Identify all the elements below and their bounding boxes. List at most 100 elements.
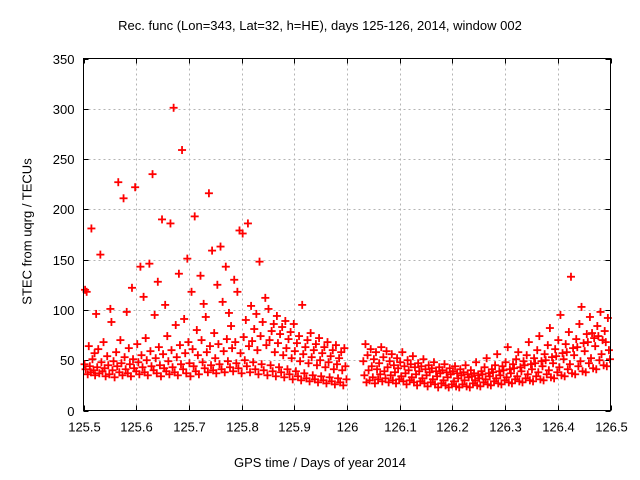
data-point bbox=[315, 334, 324, 343]
data-point bbox=[88, 355, 97, 364]
axis-ticks bbox=[83, 58, 612, 412]
data-point bbox=[176, 360, 185, 369]
data-point bbox=[81, 365, 90, 374]
data-point bbox=[143, 371, 152, 380]
data-point bbox=[512, 355, 521, 364]
data-point bbox=[93, 363, 102, 372]
data-point bbox=[197, 336, 206, 345]
data-point bbox=[210, 329, 219, 338]
data-point bbox=[277, 368, 286, 377]
data-point bbox=[161, 300, 170, 309]
y-axis-label: STEC from uqrg / TECUs bbox=[19, 158, 35, 305]
data-point bbox=[215, 360, 224, 369]
data-point bbox=[116, 336, 125, 345]
data-point bbox=[418, 374, 427, 383]
data-point bbox=[91, 371, 100, 380]
data-point bbox=[183, 254, 192, 263]
data-point bbox=[579, 339, 588, 348]
data-point bbox=[121, 365, 130, 374]
data-point bbox=[486, 381, 495, 390]
data-point bbox=[278, 323, 287, 332]
data-point bbox=[251, 365, 260, 374]
x-tick-label: 126.3 bbox=[489, 420, 522, 435]
data-point bbox=[120, 353, 129, 362]
data-point bbox=[263, 371, 272, 380]
data-point bbox=[408, 352, 417, 361]
data-point bbox=[242, 362, 251, 371]
data-point bbox=[604, 346, 613, 355]
data-point bbox=[501, 358, 510, 367]
data-point bbox=[537, 357, 546, 366]
data-point bbox=[342, 375, 351, 384]
data-point bbox=[292, 339, 301, 348]
data-point bbox=[138, 363, 147, 372]
data-point bbox=[105, 370, 114, 379]
data-point bbox=[573, 343, 582, 352]
data-point bbox=[406, 360, 415, 369]
data-point bbox=[136, 262, 145, 271]
data-point bbox=[535, 332, 544, 341]
data-point bbox=[369, 355, 378, 364]
data-point bbox=[280, 373, 289, 382]
data-point bbox=[283, 365, 292, 374]
data-point bbox=[154, 343, 163, 352]
data-point bbox=[519, 357, 528, 366]
data-point bbox=[364, 366, 373, 375]
y-tick-label: 250 bbox=[53, 152, 75, 167]
x-tick-label: 125.7 bbox=[173, 420, 206, 435]
data-point bbox=[565, 360, 574, 369]
data-point bbox=[552, 352, 561, 361]
data-point bbox=[320, 343, 329, 352]
data-point bbox=[255, 257, 264, 266]
data-point bbox=[291, 367, 300, 376]
data-point bbox=[544, 366, 553, 375]
data-point bbox=[543, 341, 552, 350]
data-point bbox=[311, 340, 320, 349]
data-point bbox=[329, 365, 338, 374]
data-point bbox=[478, 370, 487, 379]
data-point bbox=[321, 363, 330, 372]
data-point bbox=[97, 358, 106, 367]
data-point bbox=[141, 334, 150, 343]
data-point bbox=[534, 368, 543, 377]
data-point bbox=[222, 335, 231, 344]
data-point bbox=[423, 382, 432, 391]
data-point bbox=[124, 344, 133, 353]
y-tick-label: 0 bbox=[67, 404, 74, 419]
data-point bbox=[605, 355, 614, 364]
data-point bbox=[227, 322, 236, 331]
x-tick-label: 125.5 bbox=[68, 420, 101, 435]
data-point bbox=[590, 334, 599, 343]
data-point bbox=[211, 354, 220, 363]
y-tick-label: 150 bbox=[53, 253, 75, 268]
data-point bbox=[374, 375, 383, 384]
data-point bbox=[196, 271, 205, 280]
data-point bbox=[439, 376, 448, 385]
data-point bbox=[600, 327, 609, 336]
data-point bbox=[309, 346, 318, 355]
data-point bbox=[503, 343, 512, 352]
data-point bbox=[169, 103, 178, 112]
data-point bbox=[410, 363, 419, 372]
data-point bbox=[171, 321, 180, 330]
data-point bbox=[252, 309, 261, 318]
data-point bbox=[338, 366, 347, 375]
data-point bbox=[304, 359, 313, 368]
data-point bbox=[451, 362, 460, 371]
data-point bbox=[397, 372, 406, 381]
data-point bbox=[324, 358, 333, 367]
data-point bbox=[153, 277, 162, 286]
data-point bbox=[84, 342, 93, 351]
x-tick-label: 126.5 bbox=[595, 420, 628, 435]
data-point bbox=[262, 341, 271, 350]
data-point bbox=[151, 354, 160, 363]
data-point bbox=[299, 350, 308, 359]
data-point bbox=[548, 353, 557, 362]
data-point bbox=[272, 311, 281, 320]
data-point bbox=[497, 380, 506, 389]
data-point bbox=[400, 362, 409, 371]
data-point bbox=[182, 369, 191, 378]
data-point bbox=[192, 326, 201, 335]
data-point bbox=[275, 363, 284, 372]
data-point bbox=[94, 345, 103, 354]
